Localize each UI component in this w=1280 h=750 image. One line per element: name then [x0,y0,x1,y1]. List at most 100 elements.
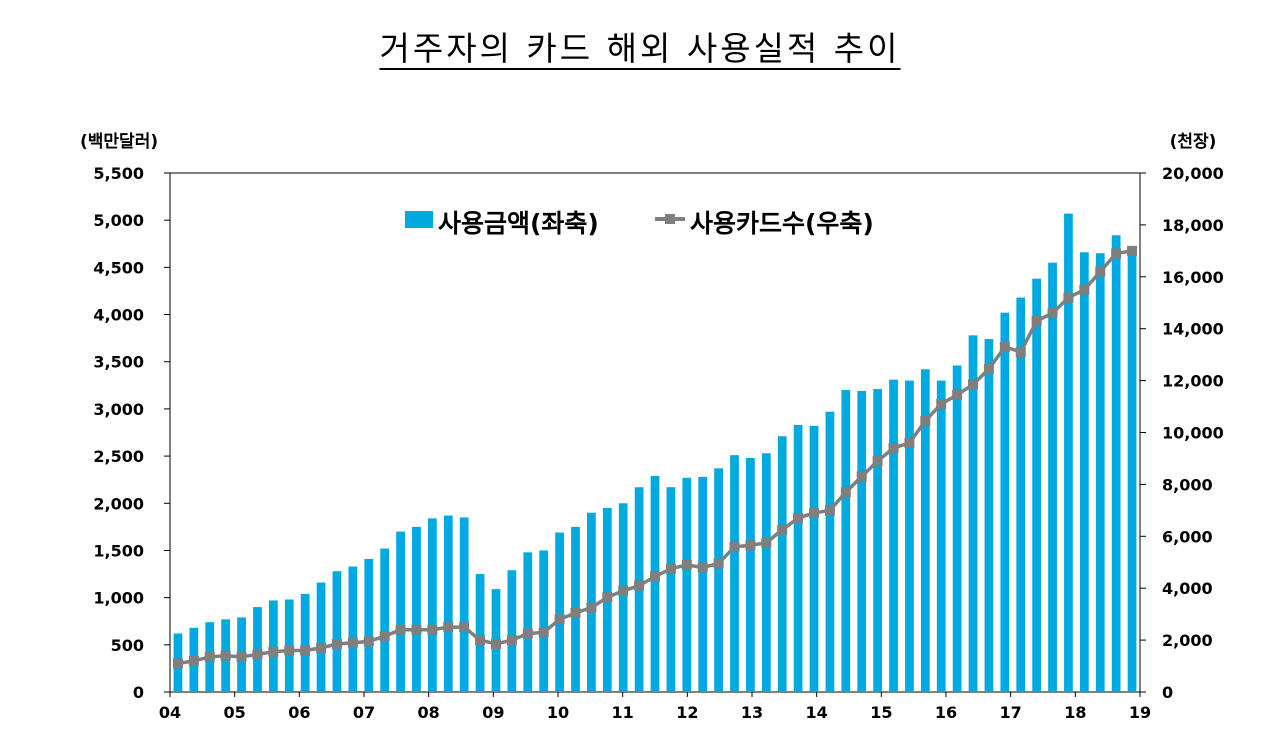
line-point [363,636,374,647]
bar [618,503,628,692]
line-point [824,505,835,516]
x-tick-label: 16 [935,703,957,722]
line-point [761,537,772,548]
axes: 05001,0001,5002,0002,5003,0003,5004,0004… [93,164,1223,722]
bar [809,425,819,692]
left-tick-label: 1,500 [93,541,144,560]
line-point [204,651,215,662]
left-tick-label: 3,000 [93,400,144,419]
line-point [968,379,979,390]
bar [268,600,278,692]
bar [443,515,453,692]
line-point [936,398,947,409]
bar [666,487,676,692]
legend-bar-label: 사용금액(좌축) [438,209,599,238]
bar [841,390,851,692]
left-tick-label: 3,500 [93,353,144,372]
line-point [1031,315,1042,326]
legend: 사용금액(좌축) 사용카드수(우축) [405,209,874,238]
bar [1111,235,1121,692]
line-point [729,541,740,552]
bar [698,476,708,692]
x-tick-label: 11 [612,703,634,722]
line-point [490,638,501,649]
line-point [888,443,899,454]
left-tick-label: 4,500 [93,258,144,277]
line-point [522,628,533,639]
bar [539,550,549,692]
bar [1127,248,1137,693]
bar [428,518,437,692]
right-tick-label: 18,000 [1162,216,1224,235]
bar [412,526,421,692]
line-point [252,649,263,660]
bar [746,457,755,692]
right-tick-label: 14,000 [1162,320,1224,339]
right-tick-label: 0 [1162,683,1173,702]
bar [364,558,374,692]
line-point [538,627,549,638]
right-tick-label: 4,000 [1162,579,1213,598]
left-tick-label: 5,000 [93,211,144,230]
line-point [952,389,963,400]
line-point [1111,248,1122,259]
x-tick-label: 06 [288,703,310,722]
line-point [999,341,1010,352]
bar [316,582,326,692]
line-point [920,415,931,426]
line-point [713,558,724,569]
line-point [872,456,883,467]
line-point [634,580,645,591]
bar [714,468,723,692]
bar [952,365,962,692]
x-tick-label: 17 [1000,703,1022,722]
bar [555,532,564,692]
right-tick-label: 20,000 [1162,164,1224,183]
right-tick-label: 2,000 [1162,631,1213,650]
legend-bar-swatch [405,211,433,228]
bar [905,380,914,692]
line-point [347,637,358,648]
bar [507,570,517,692]
line-point [300,645,311,656]
line-point [1127,245,1138,256]
left-tick-label: 2,500 [93,447,144,466]
line-point [840,487,851,498]
line-point [665,563,676,574]
line-point [856,471,867,482]
chart-title-text: 거주자의 카드 해외 사용실적 추이 [379,29,901,68]
bar [459,517,469,692]
bar [889,379,898,692]
right-axis-unit: (천장) [1170,132,1217,152]
line-point [650,571,660,582]
bar [857,390,867,692]
line-point [793,513,804,524]
right-tick-label: 6,000 [1162,527,1213,546]
line-point [618,585,629,596]
bar [730,455,739,692]
x-tick-label: 15 [870,703,892,722]
left-tick-label: 4,000 [93,306,144,325]
line-point [602,592,613,603]
bar [968,335,978,692]
bar [825,411,835,692]
bar [1000,312,1010,692]
x-tick-label: 14 [806,703,828,722]
right-tick-label: 10,000 [1162,424,1224,443]
line-series [172,245,1138,669]
bar [332,571,342,692]
line-point [777,524,788,535]
bar-series [173,213,1137,693]
x-tick-label: 18 [1064,703,1086,722]
x-tick-label: 19 [1129,703,1151,722]
left-tick-label: 2,000 [93,494,144,513]
legend-line-label: 사용카드수(우축) [690,209,874,238]
right-tick-label: 16,000 [1162,268,1224,287]
line-point [475,635,486,646]
left-tick-label: 500 [111,636,144,655]
line-point [1047,308,1058,319]
line-point [427,624,438,635]
x-tick-label: 10 [547,703,569,722]
line-point [1095,266,1106,277]
